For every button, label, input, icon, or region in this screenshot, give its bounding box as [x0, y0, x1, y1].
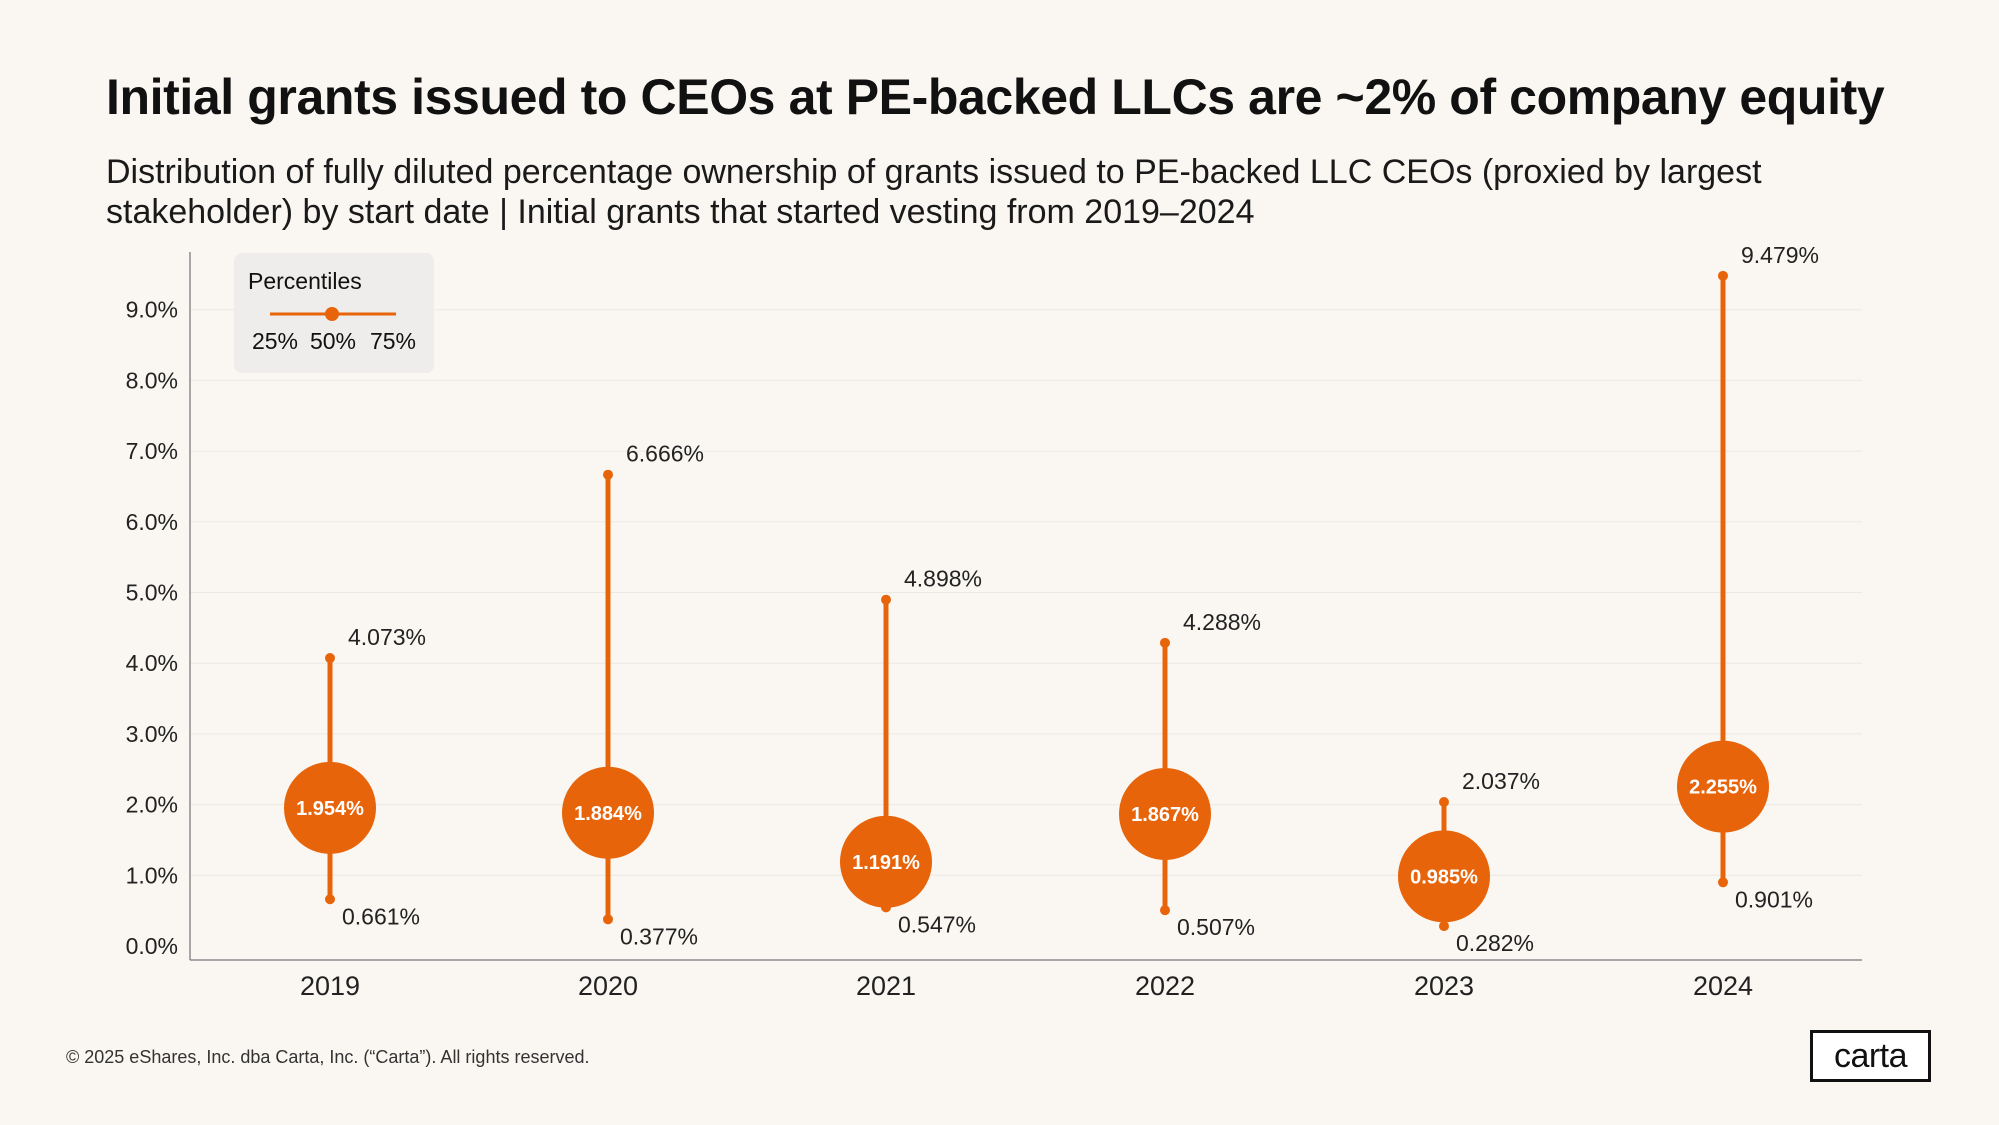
y-tick-label: 1.0% — [126, 862, 178, 888]
legend-title: Percentiles — [248, 268, 362, 294]
x-tick-label: 2023 — [1414, 971, 1474, 1001]
median-dot — [840, 815, 932, 908]
year-group-2019: 1.954% 4.073% 0.661% — [284, 624, 426, 929]
p75-label: 2.037% — [1462, 768, 1540, 794]
p25-point — [1718, 877, 1728, 888]
p75-label: 4.073% — [348, 624, 426, 650]
median-dot — [1677, 740, 1769, 833]
p25-label: 0.507% — [1177, 914, 1255, 940]
legend-median-dot — [325, 307, 339, 321]
x-tick-labels: 2019 2020 2021 2022 2023 2024 — [300, 971, 1753, 1001]
p25-label: 0.377% — [620, 923, 698, 949]
y-tick-label: 6.0% — [126, 509, 178, 535]
copyright-footer: © 2025 eShares, Inc. dba Carta, Inc. (“C… — [66, 1047, 590, 1067]
p75-point — [325, 653, 335, 664]
p75-label: 6.666% — [626, 441, 704, 467]
legend: Percentiles 25% 50% 75% — [234, 253, 434, 373]
median-label: 1.954% — [296, 798, 364, 820]
p25-point — [325, 894, 335, 905]
x-tick-label: 2021 — [856, 971, 916, 1001]
x-tick-label: 2020 — [578, 971, 638, 1001]
p25-label: 0.282% — [1456, 930, 1534, 956]
x-tick-label: 2019 — [300, 971, 360, 1001]
y-tick-label: 4.0% — [126, 650, 178, 676]
page-title: Initial grants issued to CEOs at PE-back… — [106, 69, 1885, 125]
p75-label: 4.898% — [904, 566, 982, 592]
year-group-2022: 1.867% 4.288% 0.507% — [1119, 609, 1261, 940]
p75-point — [1439, 796, 1449, 807]
p25-label: 0.547% — [898, 911, 976, 937]
legend-label-75: 75% — [370, 328, 416, 354]
p75-point — [881, 594, 891, 605]
gridlines — [190, 309, 1862, 876]
p75-point — [1718, 270, 1728, 281]
x-tick-label: 2024 — [1693, 971, 1753, 1001]
year-group-2024: 2.255% 9.479% 0.901% — [1677, 242, 1819, 912]
median-label: 1.867% — [1131, 804, 1199, 826]
median-label: 1.884% — [574, 803, 642, 825]
legend-label-50: 50% — [310, 328, 356, 354]
y-tick-label: 8.0% — [126, 367, 178, 393]
percentile-series: 1.954% 4.073% 0.661% 1.884% 6.666% 0.377% 1.19… — [284, 242, 1819, 956]
x-tick-label: 2022 — [1135, 971, 1195, 1001]
year-group-2021: 1.191% 4.898% 0.547% — [840, 566, 982, 937]
y-tick-label: 0.0% — [126, 933, 178, 959]
p75-label: 4.288% — [1183, 609, 1261, 635]
y-tick-label: 9.0% — [126, 297, 178, 323]
carta-logo: carta — [1810, 1030, 1931, 1082]
legend-label-25: 25% — [252, 328, 298, 354]
median-dot — [1398, 830, 1490, 923]
p25-point — [1439, 921, 1449, 932]
median-dot — [562, 766, 654, 859]
median-dot — [1119, 768, 1211, 861]
y-tick-labels: 0.0% 1.0% 2.0% 3.0% 4.0% 5.0% 6.0% 7.0% 8.0% 9.0% — [126, 297, 178, 959]
p25-point — [603, 914, 613, 925]
y-tick-label: 3.0% — [126, 721, 178, 747]
p75-label: 9.479% — [1741, 242, 1819, 268]
y-tick-label: 2.0% — [126, 792, 178, 818]
y-tick-label: 7.0% — [126, 438, 178, 464]
p25-point — [1160, 905, 1170, 916]
year-group-2020: 1.884% 6.666% 0.377% — [562, 441, 704, 949]
p75-point — [1160, 637, 1170, 648]
median-label: 1.191% — [852, 852, 920, 874]
median-label: 0.985% — [1410, 866, 1478, 888]
p25-label: 0.901% — [1735, 886, 1813, 912]
median-label: 2.255% — [1689, 777, 1757, 799]
axes — [189, 252, 1862, 961]
p75-point — [603, 469, 613, 480]
year-group-2023: 0.985% 2.037% 0.282% — [1398, 768, 1540, 956]
y-tick-label: 5.0% — [126, 580, 178, 606]
page-subtitle: Distribution of fully diluted percentage… — [106, 153, 1762, 231]
p25-label: 0.661% — [342, 903, 420, 929]
median-dot — [284, 761, 376, 854]
